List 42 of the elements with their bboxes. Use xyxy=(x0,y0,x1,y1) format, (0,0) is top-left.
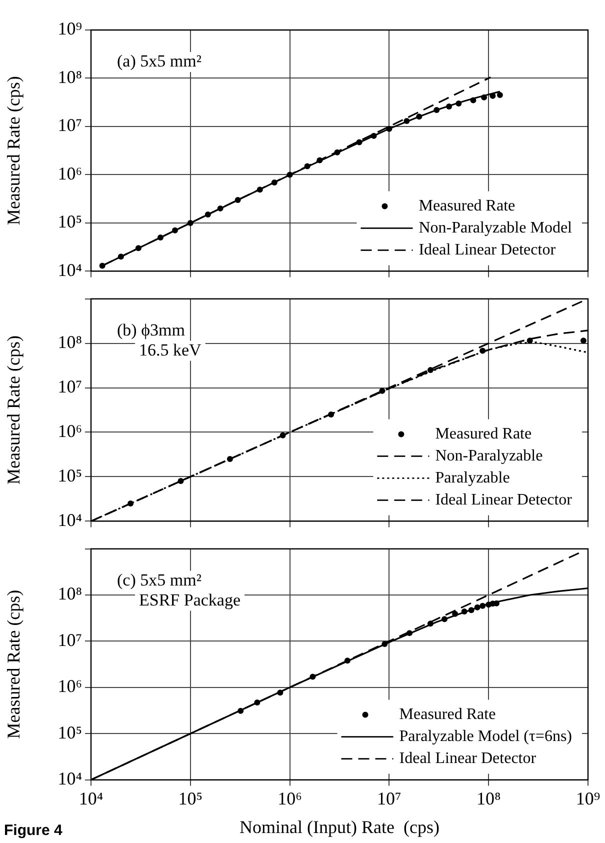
y-tick-label: 10⁶ xyxy=(58,676,82,696)
y-axis-title: Measured Rate (cps) xyxy=(4,590,24,739)
legend-label: Non-Paralyzable Model xyxy=(418,219,573,236)
y-tick-label: 10⁸ xyxy=(58,66,82,87)
y-tick-label: 10⁸ xyxy=(58,584,82,604)
y-tick-label: 10⁴ xyxy=(58,768,82,789)
legend-label: Ideal Linear Detector xyxy=(418,241,556,258)
x-tick-label: 10⁶ xyxy=(278,788,302,808)
caption: Figure 4 xyxy=(4,822,63,840)
y-tick-label: 10⁴ xyxy=(58,510,82,530)
y-tick-label: 10⁹ xyxy=(58,18,82,39)
x-axis-title: Nominal (Input) Rate (cps) xyxy=(240,816,440,837)
y-axis-title: Measured Rate (cps) xyxy=(4,336,24,484)
legend-label: Ideal Linear Detector xyxy=(399,750,537,768)
x-tick-label: 10⁵ xyxy=(178,788,203,808)
y-tick-label: 10⁵ xyxy=(58,722,82,742)
x-tick-label: 10⁴ xyxy=(78,788,104,808)
legend-label: Paralyzable xyxy=(435,469,510,486)
y-tick-label: 10⁷ xyxy=(58,115,82,136)
legend-label: Paralyzable Model (τ=6ns) xyxy=(399,728,572,746)
annotation: (b) ϕ3mm xyxy=(117,320,185,340)
annotation: (c) 5x5 mm² xyxy=(117,570,202,590)
y-tick-label: 10⁸ xyxy=(58,332,82,352)
y-axis-title: Measured Rate (cps) xyxy=(4,76,24,226)
y-tick-label: 10⁷ xyxy=(58,376,82,396)
y-tick-label: 10⁴ xyxy=(58,260,82,280)
x-tick-label: 10⁷ xyxy=(377,788,402,808)
annotation: (a) 5x5 mm² xyxy=(117,51,202,70)
annotation: 16.5 keV xyxy=(139,340,202,360)
x-tick-label: 10⁸ xyxy=(476,788,501,808)
annotation: ESRF Package xyxy=(139,590,241,610)
legend-label: Ideal Linear Detector xyxy=(435,491,573,508)
legend-label: Measured Rate xyxy=(399,706,496,724)
legend-label: Non-Paralyzable xyxy=(435,447,543,464)
x-tick-label: 10⁹ xyxy=(576,788,600,808)
y-tick-label: 10⁷ xyxy=(58,630,82,650)
legend-label: Measured Rate xyxy=(418,197,516,214)
y-tick-label: 10⁶ xyxy=(58,420,82,441)
y-tick-label: 10⁵ xyxy=(58,212,82,232)
legend-label: Measured Rate xyxy=(435,425,532,442)
y-tick-label: 10⁶ xyxy=(58,163,82,184)
y-tick-label: 10⁵ xyxy=(58,465,82,486)
